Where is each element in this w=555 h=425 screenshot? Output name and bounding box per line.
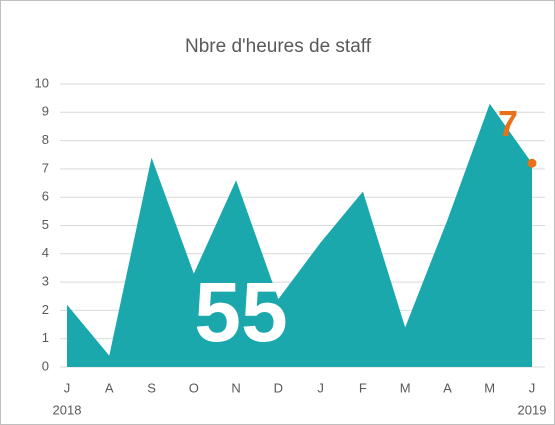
y-tick-label: 7 [42,160,49,175]
annotation: 55 [194,265,287,359]
area [67,103,532,367]
x-tick-label: A [105,380,114,395]
chart-title: Nbre d'heures de staff [185,36,372,57]
data-label: 7 [498,103,518,144]
x-tick-label: D [274,380,283,395]
y-tick-label: 0 [42,358,49,373]
x-group-label: 2018 [53,402,82,417]
y-tick-label: 3 [42,274,49,289]
y-tick-label: 1 [42,330,49,345]
point-marker [527,158,537,168]
y-tick-label: 8 [42,132,49,147]
y-tick-label: 9 [42,104,49,119]
y-tick-label: 6 [42,189,49,204]
x-tick-label: M [484,380,495,395]
y-tick-label: 4 [42,245,49,260]
y-tick-label: 2 [42,302,49,317]
x-tick-label: M [400,380,411,395]
x-tick-label: J [529,380,536,395]
y-tick-label: 5 [42,217,49,232]
x-tick-label: O [189,380,199,395]
x-tick-label: F [359,380,367,395]
y-tick-label: 10 [35,75,49,90]
x-tick-label: N [231,380,240,395]
x-tick-label: S [147,380,156,395]
x-tick-label: J [317,380,324,395]
x-tick-label: A [443,380,452,395]
x-tick-label: J [64,380,71,395]
x-group-label: 2019 [518,402,547,417]
